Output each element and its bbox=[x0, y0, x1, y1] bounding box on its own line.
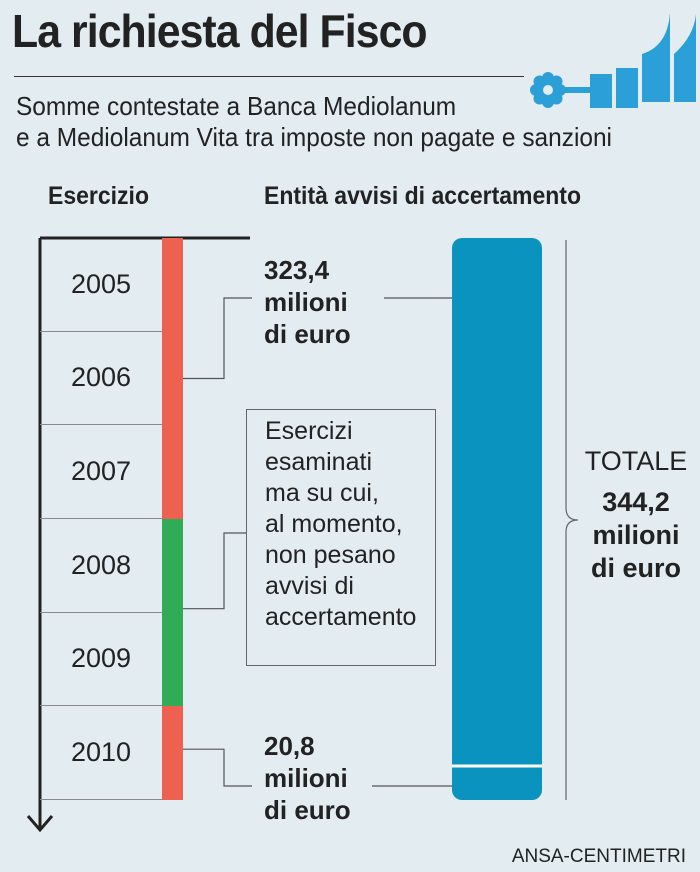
status-segment-2006 bbox=[162, 331, 183, 426]
amount-label-2010: 20,8 milioni di euro bbox=[264, 730, 351, 826]
amount-label-2005-2007: 323,4 milioni di euro bbox=[264, 254, 351, 350]
amount-unit: milioni bbox=[264, 287, 348, 317]
subtitle-line-1: Somme contestate a Banca Mediolanum bbox=[16, 91, 457, 121]
status-segment-2009 bbox=[162, 612, 183, 707]
year-cell-2010: 2010 bbox=[40, 706, 162, 800]
title-divider bbox=[14, 76, 524, 77]
amount-unit: milioni bbox=[264, 763, 348, 793]
year-cell-2008: 2008 bbox=[40, 519, 162, 613]
connector-line-2005-2007 bbox=[183, 297, 252, 380]
source-credit: ANSA-CENTIMETRI bbox=[511, 846, 686, 867]
total-bar bbox=[452, 238, 542, 800]
gear-icon bbox=[530, 72, 566, 108]
amounts-column-header: Entità avvisi di accertamento bbox=[264, 182, 582, 210]
connector-line-note bbox=[183, 532, 246, 610]
total-label: TOTALE bbox=[584, 446, 688, 476]
year-cell-2005: 2005 bbox=[40, 238, 162, 332]
subtitle: Somme contestate a Banca Mediolanum e a … bbox=[16, 91, 612, 153]
amount-value: 20,8 bbox=[264, 731, 315, 761]
amount-value: 323,4 bbox=[264, 255, 330, 285]
year-cell-2006: 2006 bbox=[40, 332, 162, 426]
brand-logo-icon bbox=[530, 14, 696, 108]
years-column-header: Esercizio bbox=[48, 182, 149, 210]
note-text: Esercizi esaminati ma su cui, al momento… bbox=[265, 417, 417, 631]
status-segment-2007 bbox=[162, 425, 183, 519]
page-title: La richiesta del Fisco bbox=[12, 5, 428, 57]
year-cell-2009: 2009 bbox=[40, 613, 162, 707]
total-amount: 344,2 bbox=[602, 487, 670, 517]
status-segment-2010 bbox=[162, 706, 183, 800]
connector-line-2010 bbox=[183, 748, 252, 787]
status-segment-2005 bbox=[162, 238, 183, 332]
total-unit: di euro bbox=[590, 553, 681, 583]
status-segment-2008 bbox=[162, 519, 183, 613]
total-unit: milioni bbox=[592, 520, 680, 550]
no-notice-note: Esercizi esaminati ma su cui, al momento… bbox=[246, 409, 436, 666]
total-value: 344,2 milioni di euro bbox=[572, 486, 700, 585]
subtitle-line-2: e a Mediolanum Vita tra imposte non paga… bbox=[16, 122, 612, 152]
year-cell-2007: 2007 bbox=[40, 425, 162, 519]
total-brace bbox=[565, 240, 579, 800]
amount-unit: di euro bbox=[264, 795, 351, 825]
amount-unit: di euro bbox=[264, 319, 351, 349]
timeline-arrow-icon bbox=[26, 815, 54, 833]
